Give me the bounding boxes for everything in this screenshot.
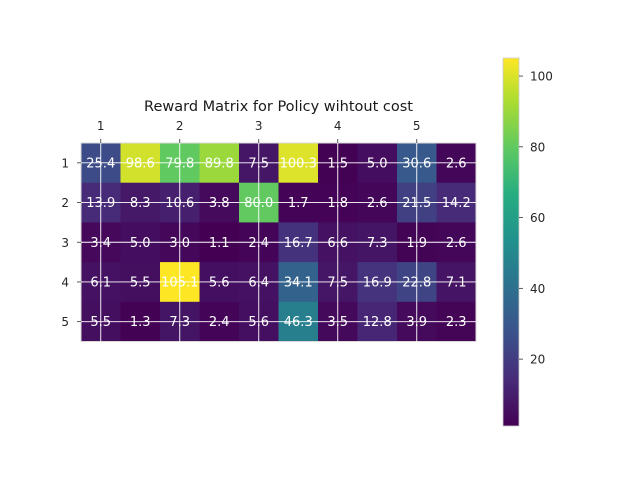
x-tick-label: 4	[334, 119, 342, 133]
cell-value-label: 100.3	[280, 156, 317, 171]
cell-value-label: 1.1	[209, 236, 230, 251]
cell-value-label: 5.0	[130, 236, 151, 251]
cell-value-label: 1.7	[288, 196, 309, 211]
y-tick-label: 4	[61, 275, 69, 289]
cell-value-label: 30.6	[402, 156, 431, 171]
chart-title: Reward Matrix for Policy wihtout cost	[144, 99, 413, 115]
cell-value-label: 6.1	[90, 275, 111, 290]
colorbar-tick-label: 80	[530, 140, 545, 154]
cell-value-label: 7.5	[327, 275, 348, 290]
y-tick-label: 1	[61, 156, 69, 170]
cell-value-label: 3.4	[90, 236, 111, 251]
cell-value-label: 5.6	[248, 315, 269, 330]
cell-value-label: 89.8	[205, 156, 234, 171]
cell-value-label: 3.5	[327, 315, 348, 330]
cell-value-label: 5.5	[90, 315, 111, 330]
y-tick-label: 2	[61, 196, 69, 210]
x-tick-label: 2	[176, 119, 184, 133]
cell-value-label: 10.6	[165, 196, 194, 211]
cell-value-label: 25.4	[86, 156, 115, 171]
cell-value-label: 1.3	[130, 315, 151, 330]
cell-value-label: 5.0	[367, 156, 388, 171]
cell-value-label: 6.4	[248, 275, 269, 290]
cell-value-label: 7.5	[248, 156, 269, 171]
cell-value-label: 2.3	[446, 315, 467, 330]
cell-value-label: 105.1	[161, 275, 198, 290]
cell-value-label: 2.6	[446, 156, 467, 171]
cell-value-label: 5.5	[130, 275, 151, 290]
cell-value-label: 8.3	[130, 196, 151, 211]
cell-value-label: 34.1	[284, 275, 313, 290]
cell-value-label: 13.9	[86, 196, 115, 211]
cell-value-label: 7.1	[446, 275, 467, 290]
colorbar	[502, 57, 520, 427]
cell-value-label: 2.4	[209, 315, 230, 330]
cell-value-label: 21.5	[402, 196, 431, 211]
cell-value-label: 1.8	[327, 196, 348, 211]
x-tick-label: 5	[413, 119, 421, 133]
cell-value-label: 98.6	[126, 156, 155, 171]
cell-value-label: 22.8	[402, 275, 431, 290]
cell-value-label: 3.8	[209, 196, 230, 211]
cell-value-label: 1.5	[327, 156, 348, 171]
cell-value-label: 2.4	[248, 236, 269, 251]
colorbar-tick-label: 60	[530, 211, 545, 225]
cell-value-label: 2.6	[446, 236, 467, 251]
cell-value-label: 5.6	[209, 275, 230, 290]
cell-value-label: 80.0	[244, 196, 273, 211]
cell-value-label: 7.3	[169, 315, 190, 330]
cell-value-label: 3.9	[406, 315, 427, 330]
colorbar-tick-label: 20	[530, 353, 545, 367]
colorbar-tick-label: 100	[530, 70, 553, 84]
cell-value-label: 7.3	[367, 236, 388, 251]
cell-value-label: 6.6	[327, 236, 348, 251]
cell-value-label: 12.8	[363, 315, 392, 330]
y-tick-label: 3	[61, 236, 69, 250]
x-tick-label: 3	[255, 119, 263, 133]
cell-value-label: 1.9	[406, 236, 427, 251]
y-tick-label: 5	[61, 315, 69, 329]
cell-value-label: 16.9	[363, 275, 392, 290]
cell-value-label: 2.6	[367, 196, 388, 211]
colorbar-tick-label: 40	[530, 282, 545, 296]
x-tick-label: 1	[97, 119, 105, 133]
cell-value-label: 16.7	[284, 236, 313, 251]
cell-value-label: 3.0	[169, 236, 190, 251]
cell-value-label: 14.2	[442, 196, 471, 211]
cell-value-label: 79.8	[165, 156, 194, 171]
cell-value-label: 46.3	[284, 315, 313, 330]
